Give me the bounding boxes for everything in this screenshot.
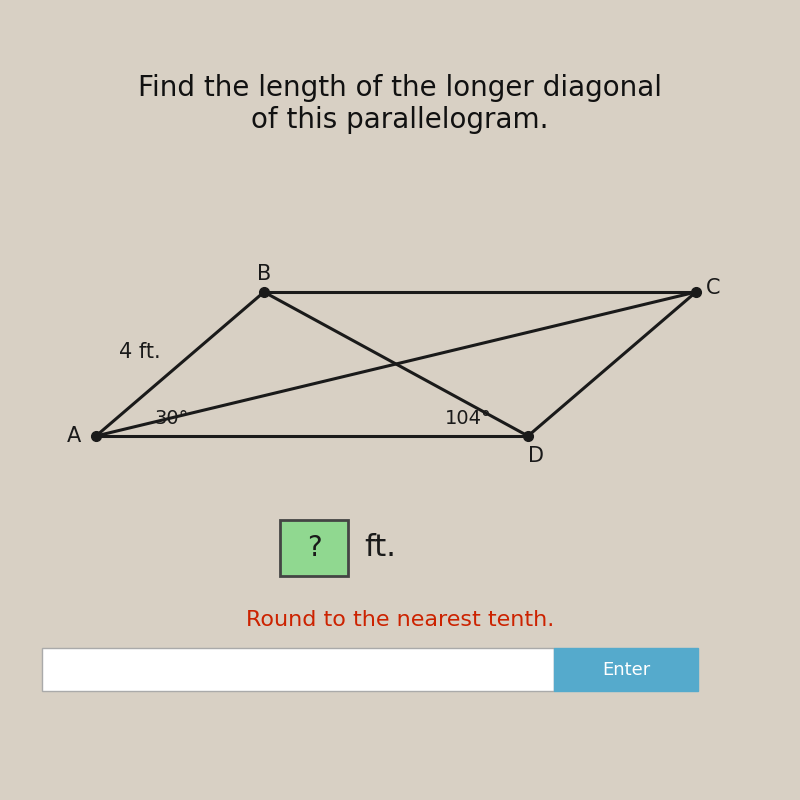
FancyBboxPatch shape (280, 520, 348, 576)
Text: D: D (528, 446, 544, 466)
Text: Find the length of the longer diagonal
of this parallelogram.: Find the length of the longer diagonal o… (138, 74, 662, 134)
FancyBboxPatch shape (554, 648, 698, 691)
Text: Enter: Enter (602, 661, 650, 678)
Text: 104°: 104° (445, 409, 491, 428)
Text: Round to the nearest tenth.: Round to the nearest tenth. (246, 610, 554, 630)
Text: 4 ft.: 4 ft. (119, 342, 161, 362)
Text: 30°: 30° (155, 409, 189, 428)
Text: ft.: ft. (364, 534, 396, 562)
Text: C: C (706, 278, 721, 298)
FancyBboxPatch shape (42, 648, 554, 691)
Text: ?: ? (306, 534, 322, 562)
Text: B: B (257, 264, 271, 284)
Text: A: A (66, 426, 81, 446)
